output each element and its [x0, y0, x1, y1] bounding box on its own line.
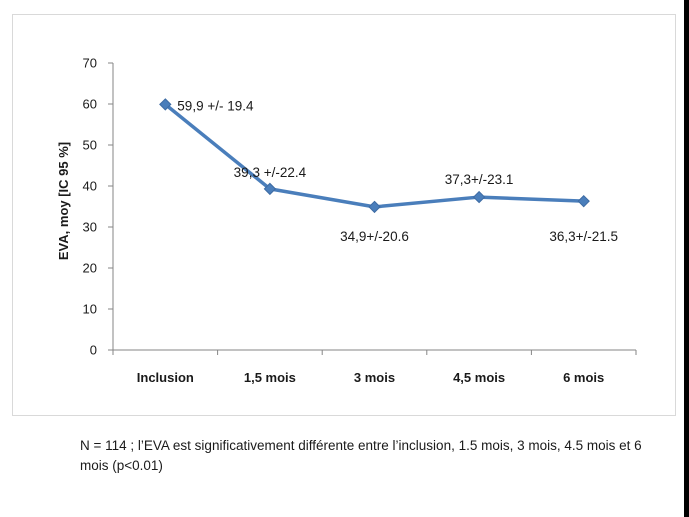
x-tick-label: Inclusion [137, 370, 194, 385]
x-tick-label: 6 mois [563, 370, 604, 385]
footnote: N = 114 ; l’EVA est significativement di… [80, 438, 642, 473]
y-tick-label: 10 [83, 302, 97, 317]
data-point [263, 182, 277, 196]
data-label: 37,3+/-23.1 [445, 172, 514, 187]
data-point [159, 98, 172, 111]
x-tick-label: 4,5 mois [453, 370, 505, 385]
series-line-layer [164, 103, 584, 209]
y-tick-label: 20 [83, 261, 97, 276]
chart-frame [12, 14, 676, 416]
x-tick-label: 1,5 mois [244, 370, 296, 385]
y-tick-label: 40 [83, 179, 97, 194]
axes-layer [108, 62, 637, 355]
data-label: 59,9 +/- 19.4 [177, 98, 254, 113]
data-point [368, 200, 381, 214]
data-point [472, 190, 486, 204]
y-axis-label: EVA, moy [IC 95 %] [56, 142, 71, 260]
y-tick-label: 0 [90, 343, 97, 358]
data-label: 36,3+/-21.5 [549, 229, 618, 244]
x-tick-label: 3 mois [354, 370, 395, 385]
data-points-layer [159, 98, 590, 214]
y-tick-label: 30 [83, 220, 97, 235]
data-point [577, 194, 590, 208]
line-chart: 0 10 20 30 40 50 60 70 Inclusion 1,5 mois 3 mois 4… [56, 56, 637, 385]
data-label: 34,9+/-20.6 [340, 229, 409, 244]
data-label: 39,3 +/-22.4 [234, 165, 307, 180]
y-tick-labels: 0 10 20 30 40 50 60 70 [83, 56, 97, 358]
x-tick-labels: Inclusion 1,5 mois 3 mois 4,5 mois 6 mois [137, 370, 605, 385]
data-labels-layer: 59,9 +/- 19.4 39,3 +/-22.4 34,9+/-20.6 37,3… [177, 98, 618, 244]
y-tick-label: 60 [83, 97, 97, 112]
y-tick-label: 50 [83, 138, 97, 153]
y-tick-label: 70 [83, 56, 97, 71]
right-edge-bar [684, 0, 689, 517]
series-line [164, 103, 584, 209]
